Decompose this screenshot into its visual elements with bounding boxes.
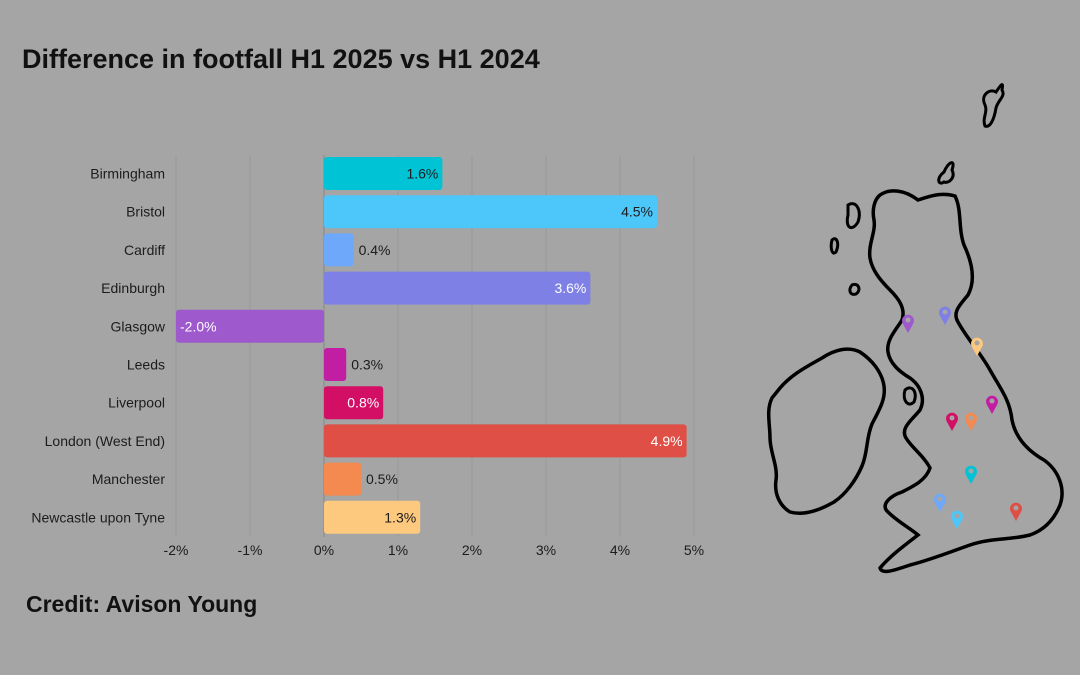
data-label: 4.9% — [651, 433, 683, 449]
credit-text: Credit: Avison Young — [26, 591, 258, 617]
city-pin-icon — [1010, 502, 1023, 521]
city-pin-icon — [986, 395, 999, 414]
city-pin-icon — [939, 306, 951, 325]
bar — [324, 500, 421, 534]
category-label: Newcastle upon Tyne — [31, 509, 165, 525]
bar — [324, 157, 443, 190]
x-tick-label: 1% — [388, 542, 408, 558]
x-tick-label: 4% — [610, 542, 630, 558]
bar — [324, 424, 687, 458]
city-pin-icon — [902, 314, 914, 333]
category-label: Birmingham — [90, 166, 165, 182]
category-label: London (West End) — [45, 433, 165, 449]
ireland-outline — [766, 347, 887, 515]
x-tick-label: 5% — [684, 542, 704, 558]
data-label: -2.0% — [180, 318, 217, 334]
data-label: 1.6% — [406, 166, 438, 182]
bars: 1.6% 4.5% 0.4% 3.6% -2.0% 0.3% 0.8% 4.9% 0.5% 1.3… — [176, 157, 687, 534]
bar — [324, 195, 657, 229]
category-label: Glasgow — [111, 318, 166, 334]
bar — [324, 462, 361, 496]
category-label: Cardiff — [124, 242, 165, 258]
x-tick-label: 3% — [536, 542, 556, 558]
bar — [176, 309, 324, 343]
chart-title: Difference in footfall H1 2025 vs H1 202… — [22, 44, 540, 74]
category-label: Manchester — [92, 471, 165, 487]
data-label: 3.6% — [554, 280, 586, 296]
island-outline — [937, 161, 955, 185]
data-label: 0.8% — [347, 395, 379, 411]
x-tick-label: 2% — [462, 542, 482, 558]
bar — [324, 271, 591, 305]
island-outline — [902, 386, 917, 406]
data-label: 0.5% — [366, 471, 398, 487]
city-pins — [902, 306, 1023, 529]
island-outline — [845, 202, 861, 230]
category-label: Liverpool — [108, 395, 165, 411]
category-labels: Birmingham Bristol Cardiff Edinburgh Glasgow… — [31, 166, 165, 526]
island-outline — [848, 282, 861, 296]
data-label: 0.3% — [351, 357, 383, 373]
x-tick-label: 0% — [314, 542, 334, 558]
bar-chart: 1.6% 4.5% 0.4% 3.6% -2.0% 0.3% 0.8% 4.9% 0.5% 1.3… — [31, 155, 705, 558]
data-label: 1.3% — [384, 509, 416, 525]
bar — [324, 348, 347, 381]
city-pin-icon — [971, 337, 984, 356]
city-pin-icon — [933, 493, 946, 512]
bar — [324, 233, 354, 267]
city-pin-icon — [965, 412, 978, 431]
great-britain-outline — [867, 189, 1064, 574]
category-label: Leeds — [127, 357, 165, 373]
island-outline — [982, 83, 1005, 128]
uk-map — [766, 83, 1064, 574]
city-pin-icon — [965, 465, 978, 484]
island-outline — [829, 237, 840, 255]
data-label: 4.5% — [621, 204, 653, 220]
x-tick-label: -1% — [238, 542, 263, 558]
bar — [324, 386, 384, 420]
category-label: Edinburgh — [101, 280, 165, 296]
data-label: 0.4% — [359, 242, 391, 258]
city-pin-icon — [946, 412, 958, 431]
category-label: Bristol — [126, 204, 165, 220]
city-pin-icon — [951, 510, 963, 529]
x-axis-ticks: -2% -1% 0% 1% 2% 3% 4% 5% — [164, 542, 705, 558]
x-tick-label: -2% — [164, 542, 189, 558]
